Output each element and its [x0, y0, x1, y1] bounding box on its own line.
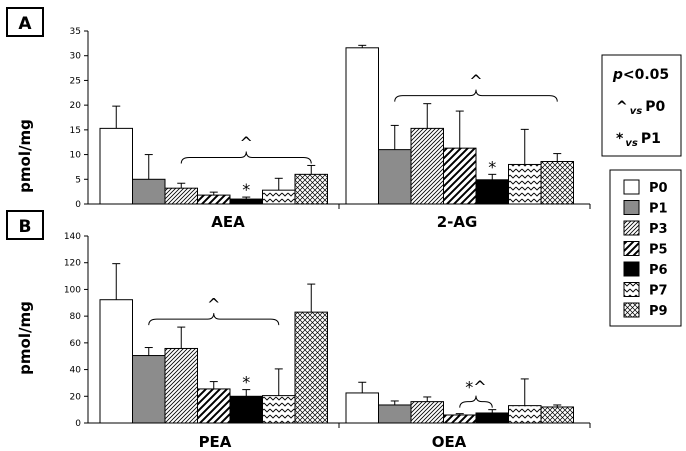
panel-a-bar-2ag-p1 [378, 149, 412, 205]
panel-b-bar-pea-p0 [99, 299, 133, 424]
panel-a-bar-2ag-p3 [410, 127, 444, 205]
panel-a-y-tick-label: 5 [75, 175, 81, 185]
panel-a-bar-aea-p7 [262, 189, 296, 205]
significance-threshold: p<0.05 [612, 67, 669, 83]
panel-a-bar-2ag-p0 [345, 47, 379, 205]
panel-a-brace-label-aea: ^ [240, 133, 253, 152]
panel-a-bar-aea-p0 [99, 127, 133, 205]
panel-a-bar-aea-p5 [197, 194, 231, 205]
legend-swatch-p0 [623, 179, 640, 195]
panel-a-bar-2ag-p7 [508, 163, 542, 205]
panel-b-bar-pea-p1 [132, 355, 166, 424]
panel-b-bar-oea-p3 [410, 401, 444, 424]
panel-b-bar-pea-p3 [164, 347, 198, 424]
panel-a-y-tick-label: 30 [70, 52, 82, 62]
legend-swatch-p1 [623, 200, 640, 215]
significance-legend-box [601, 54, 682, 157]
panel-a-y-tick-label: 35 [70, 27, 81, 37]
panel-b-bar-oea-p7 [508, 405, 542, 424]
panel-b-bar-oea-p1 [378, 404, 412, 424]
panel-a-bar-2ag-p6 [475, 179, 509, 205]
significance-caret-line: ^ vs P0 [616, 99, 665, 117]
panel-b-y-tick-label: 120 [64, 259, 81, 269]
significance-legend: p<0.05 ^ vs P0 * vs P1 [601, 54, 682, 157]
panel-a-brace-2ag [394, 89, 558, 102]
panel-b-bar-oea-p5 [443, 414, 477, 424]
panel-a-brace-aea [180, 151, 312, 164]
panel-a-annotation-aea: * [242, 180, 250, 199]
legend-label-p3: P3 [649, 222, 668, 237]
panel-b-label-box [6, 210, 44, 240]
legend-swatch-p5 [623, 241, 640, 256]
panel-b-label: B [19, 217, 32, 237]
panel-b-y-tick-label: 0 [75, 419, 81, 429]
series-legend: P0 P1 P3 P5 P6 P7 P9 [609, 169, 682, 327]
panel-b-bar-pea-p9 [294, 311, 328, 424]
panel-a-category-2ag: 2-AG [437, 213, 478, 231]
panel-a-bar-aea-p6 [229, 198, 263, 205]
series-legend-box [609, 169, 682, 327]
panel-b-brace-label-oea: *^ [465, 378, 486, 397]
panel-b-bar-oea-p0 [345, 392, 379, 424]
panel-a-label: A [18, 14, 32, 34]
legend-label-p7: P7 [649, 284, 668, 299]
panel-a-y-tick-label: 20 [70, 101, 82, 111]
panel-b-category-oea: OEA [432, 433, 467, 451]
panel-b-bar-pea-p5 [197, 388, 231, 424]
panel-b-y-tick-label: 100 [64, 285, 81, 295]
panel-a-label-box [6, 7, 44, 37]
legend-label-p6: P6 [649, 263, 668, 278]
panel-a-bar-2ag-p5 [443, 147, 477, 205]
panel-a-category-aea: AEA [211, 213, 245, 231]
panel-b-brace-oea [459, 395, 493, 408]
panel-b-y-tick-label: 140 [64, 232, 81, 242]
panel-a-bar-aea-p3 [164, 187, 198, 205]
panel-b-y-tick-label: 20 [70, 392, 82, 402]
legend-label-p9: P9 [649, 304, 668, 319]
panel-a-bar-aea-p1 [132, 178, 166, 205]
panel-a-plot: 0 5 10 15 20 25 30 35 * ^ * ^ [70, 27, 591, 210]
legend-label-p0: P0 [649, 181, 668, 196]
panel-b-brace-pea [148, 313, 280, 326]
panel-b-y-tick-label: 60 [70, 339, 82, 349]
legend-swatch-p6 [623, 261, 640, 277]
panel-b-y-tick-label: 40 [70, 366, 82, 376]
panel-a-brace-label-2ag: ^ [469, 72, 482, 91]
panel-a-y-tick-label: 10 [70, 151, 82, 161]
panel-a-y-tick-label: 25 [70, 76, 81, 86]
panel-a-y-tick-label: 15 [70, 126, 81, 136]
legend-swatch-p9 [623, 302, 640, 318]
panel-a-y-axis-label: pmol/mg [16, 119, 34, 193]
legend-label-p1: P1 [649, 202, 668, 217]
panel-b-bar-pea-p7 [262, 395, 296, 424]
panel-a-bar-aea-p9 [294, 173, 328, 205]
panel-b-category-pea: PEA [199, 433, 232, 451]
significance-star-line: * vs P1 [616, 131, 661, 149]
panel-a: A pmol/mg 0 5 10 15 20 25 30 35 * ^ * ^ AEA 2-AG [6, 7, 591, 231]
panel-b-brace-label-pea: ^ [207, 295, 220, 314]
panel-b-annotation-pea: * [242, 373, 250, 392]
legend-swatch-p3 [623, 220, 640, 236]
panel-a-bar-2ag-p9 [540, 160, 574, 205]
legend-swatch-p7 [623, 282, 640, 297]
panel-a-annotation-2ag: * [488, 157, 496, 176]
panel-b-bar-oea-p9 [540, 406, 574, 424]
panel-b-bar-pea-p6 [229, 395, 263, 424]
panel-b-bar-oea-p6 [475, 412, 509, 424]
panel-b-y-axis-label: pmol/mg [16, 301, 34, 375]
panel-b-y-tick-label: 80 [70, 312, 82, 322]
legend-label-p5: P5 [649, 243, 668, 258]
panel-a-y-tick-label: 0 [75, 200, 81, 210]
